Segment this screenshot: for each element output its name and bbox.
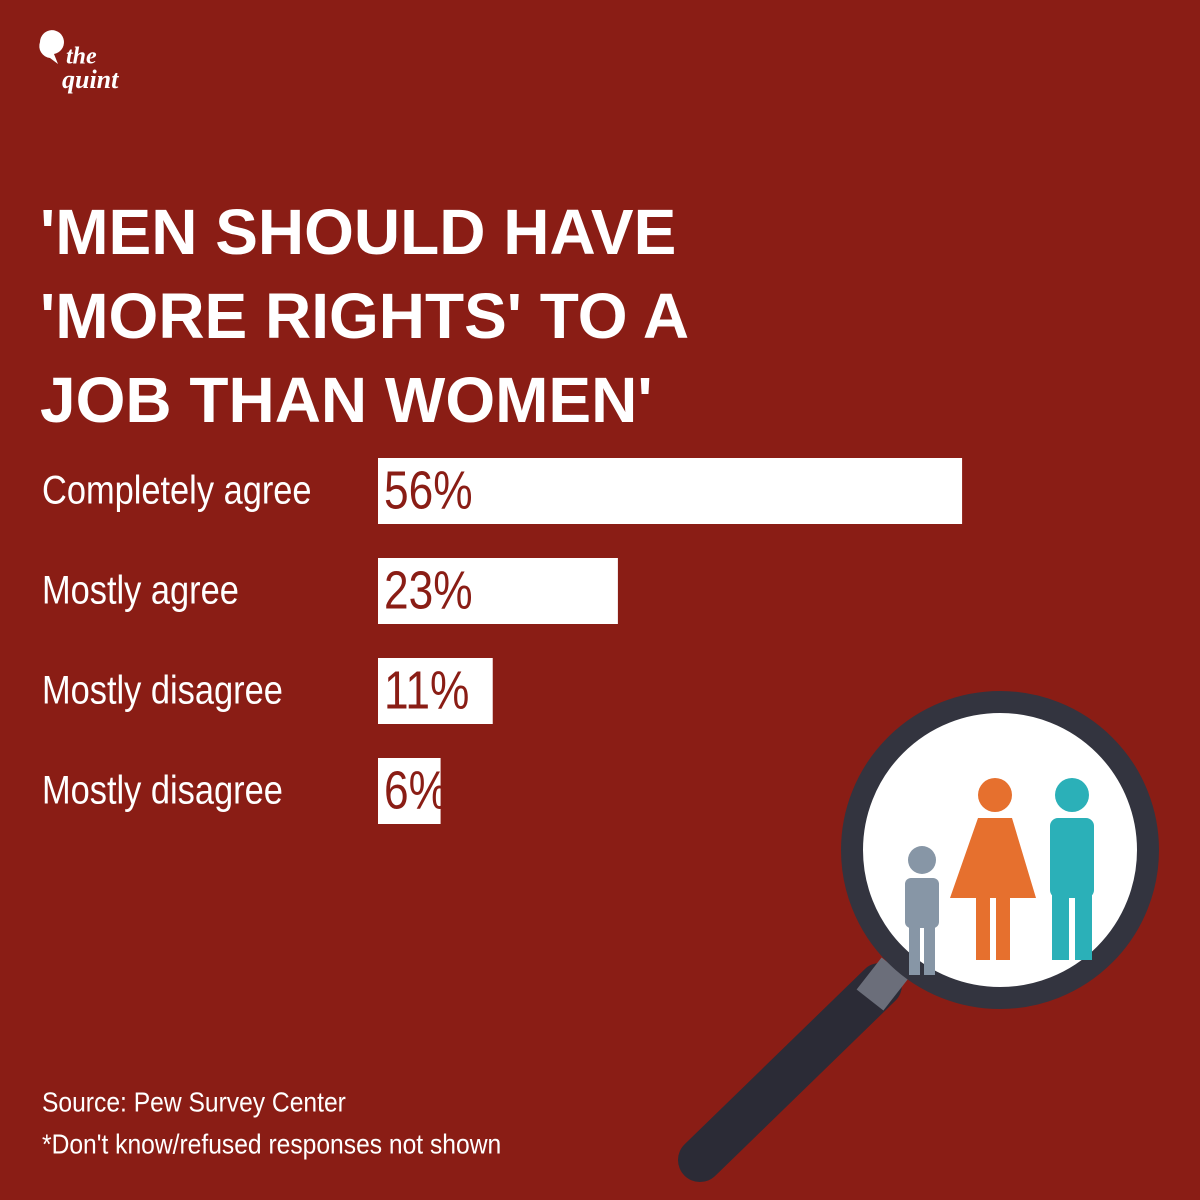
bar <box>378 458 963 524</box>
category-label: Completely agree <box>42 467 312 512</box>
bar <box>378 558 618 624</box>
note: *Don't know/refused responses not shown <box>42 1128 501 1160</box>
value-label: 11% <box>384 660 469 720</box>
man-icon <box>1050 778 1094 960</box>
chart-title: 'MEN SHOULD HAVE 'MORE RIGHTS' TO A JOB … <box>40 196 687 436</box>
value-label: 56% <box>384 460 473 520</box>
magnifier-neck <box>856 957 909 1011</box>
logo-mark <box>39 30 64 64</box>
logo: the quint <box>39 30 119 94</box>
bar <box>378 658 493 724</box>
category-label: Mostly agree <box>42 567 239 612</box>
logo-text: quint <box>62 65 119 94</box>
logo-text: the <box>66 44 97 70</box>
category-label: Mostly disagree <box>42 667 283 712</box>
source: Source: Pew Survey Center <box>42 1086 346 1118</box>
value-label: 23% <box>384 560 473 620</box>
category-label: Mostly disagree <box>42 767 283 812</box>
bar <box>378 758 441 824</box>
child-icon <box>905 846 939 975</box>
woman-icon <box>950 778 1036 960</box>
value-label: 6% <box>384 760 448 820</box>
magnifier-illustration <box>678 691 1159 1182</box>
magnifier-handle <box>678 963 902 1182</box>
